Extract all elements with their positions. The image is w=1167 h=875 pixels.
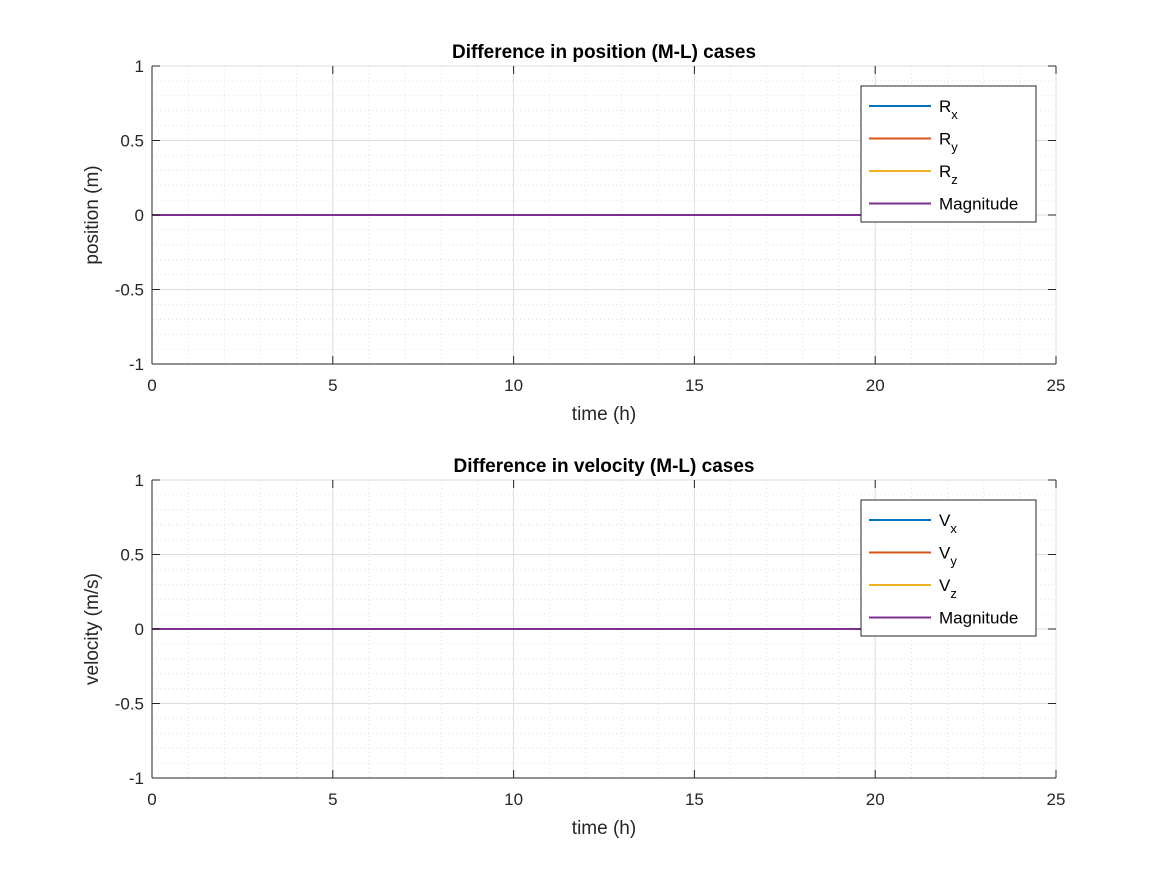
velocity-plot-x-tick-label: 5 [328,790,337,809]
velocity-plot-legend-entry: Vx [939,511,957,536]
position-plot-x-tick-label: 10 [504,376,523,395]
position-plot-title: Difference in position (M-L) cases [452,42,756,63]
position-plot-x-tick-label: 15 [685,376,704,395]
position-plot: 0 5 10 15 20 25 -1 -0.5 0 0.5 1 Difference in posit… [82,42,1065,425]
velocity-plot-x-axis-label: time (h) [572,818,636,839]
velocity-plot-legend-entry: Vy [939,544,957,569]
position-plot-x-tick-label: 0 [147,376,156,395]
position-plot-y-tick-label: -1 [129,355,144,374]
position-plot-legend-entry: Rz [939,162,958,187]
position-plot-legend: Rx Ry Rz Magnitude [860,85,1037,223]
velocity-plot-y-tick-label: -1 [129,769,144,788]
velocity-plot: 0 5 10 15 20 25 -1 -0.5 0 0.5 1 Difference in veloc… [82,456,1065,839]
velocity-plot-legend-entry: Vz [939,576,957,601]
velocity-plot-legend-box [860,499,1037,637]
velocity-plot-x-tick-label: 25 [1047,790,1066,809]
position-plot-legend-entry: Magnitude [939,195,1018,214]
position-plot-legend-box [860,85,1037,223]
velocity-plot-y-tick-label: 1 [135,471,144,490]
velocity-plot-x-tick-label: 20 [866,790,885,809]
velocity-plot-y-tick-label: 0 [135,620,144,639]
velocity-plot-legend: Vx Vy Vz Magnitude [860,499,1037,637]
position-plot-legend-entry: Rx [939,97,958,122]
position-plot-x-axis-label: time (h) [572,404,636,425]
velocity-plot-y-axis-label: velocity (m/s) [82,573,103,685]
position-plot-y-tick-label: 0 [135,206,144,225]
velocity-plot-x-tick-label: 15 [685,790,704,809]
position-plot-x-tick-label: 20 [866,376,885,395]
position-plot-y-axis-label: position (m) [82,165,103,264]
position-plot-x-tick-label: 5 [328,376,337,395]
position-plot-y-tick-label: 0.5 [120,132,144,151]
position-plot-y-tick-label: 1 [135,57,144,76]
velocity-plot-y-tick-label: 0.5 [120,546,144,565]
position-plot-y-tick-label: -0.5 [115,281,144,300]
position-plot-x-tick-label: 25 [1047,376,1066,395]
position-plot-legend-entry: Ry [939,130,958,155]
velocity-plot-x-tick-label: 0 [147,790,156,809]
velocity-plot-title: Difference in velocity (M-L) cases [454,456,755,477]
velocity-plot-y-tick-label: -0.5 [115,695,144,714]
velocity-plot-legend-entry: Magnitude [939,609,1018,628]
velocity-plot-x-tick-label: 10 [504,790,523,809]
